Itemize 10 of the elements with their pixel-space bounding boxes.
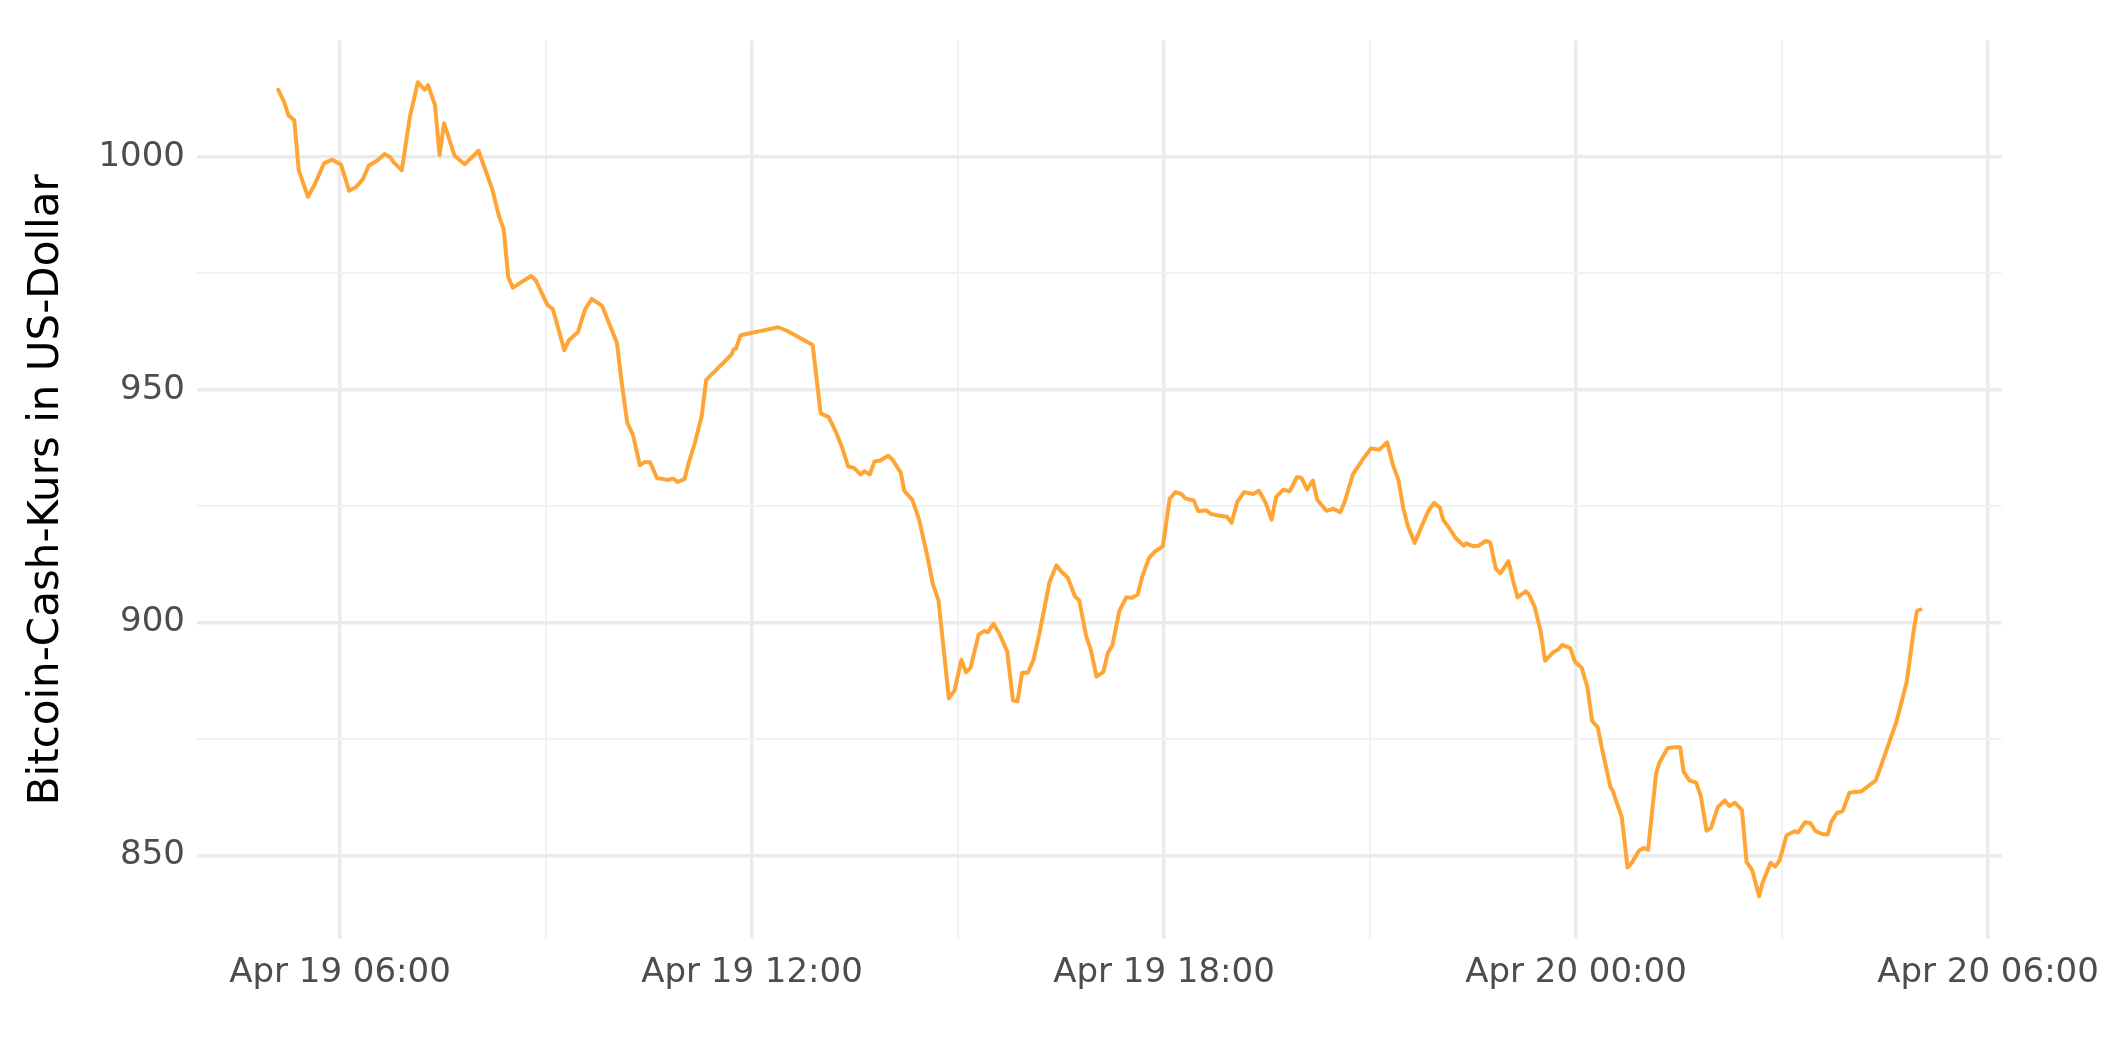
y-tick-label: 850 bbox=[120, 832, 185, 873]
x-tick-label: Apr 19 18:00 bbox=[1053, 950, 1275, 991]
x-tick-label: Apr 20 00:00 bbox=[1465, 950, 1687, 991]
y-tick-label: 950 bbox=[120, 366, 185, 407]
y-tick-label: 900 bbox=[120, 599, 185, 640]
x-tick-label: Apr 20 06:00 bbox=[1877, 950, 2099, 991]
y-tick-label: 1000 bbox=[98, 133, 185, 174]
y-axis-title: Bitcoin-Cash-Kurs in US-Dollar bbox=[19, 173, 69, 806]
x-tick-label: Apr 19 12:00 bbox=[641, 950, 863, 991]
x-tick-label: Apr 19 06:00 bbox=[229, 950, 451, 991]
